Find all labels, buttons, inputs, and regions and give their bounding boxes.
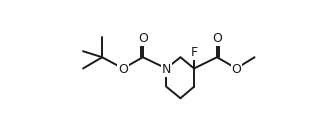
Text: O: O <box>138 32 148 45</box>
Text: F: F <box>190 46 197 59</box>
Text: N: N <box>162 64 171 77</box>
Text: O: O <box>231 64 241 77</box>
Text: O: O <box>118 64 128 77</box>
Text: O: O <box>212 32 222 45</box>
